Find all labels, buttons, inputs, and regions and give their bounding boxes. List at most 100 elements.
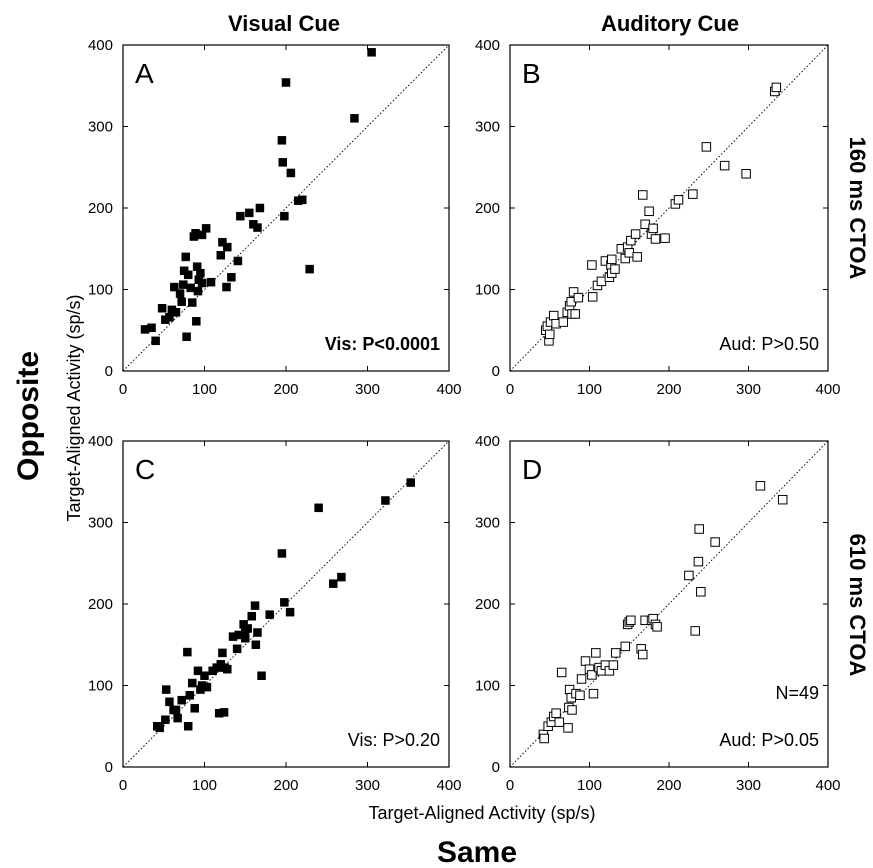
unity-line bbox=[509, 440, 829, 768]
y-tick-label: 400 bbox=[475, 37, 500, 54]
stat-annotation: Aud: P>0.05 bbox=[719, 730, 819, 750]
data-point bbox=[624, 248, 634, 258]
y-tick-label: 100 bbox=[475, 282, 500, 299]
data-point bbox=[223, 242, 232, 252]
data-point bbox=[233, 256, 243, 266]
y-tick-label: 0 bbox=[105, 363, 113, 380]
data-point bbox=[329, 579, 338, 588]
data-point bbox=[257, 671, 266, 680]
data-point bbox=[298, 195, 307, 205]
data-point bbox=[548, 310, 559, 321]
data-point bbox=[192, 317, 201, 326]
data-point bbox=[660, 233, 670, 243]
data-point bbox=[558, 317, 569, 327]
data-point bbox=[755, 481, 766, 491]
data-point bbox=[570, 309, 580, 319]
y-tick-label: 300 bbox=[88, 515, 113, 532]
data-point bbox=[626, 235, 636, 246]
y-tick-label: 200 bbox=[88, 200, 113, 217]
data-point bbox=[650, 234, 661, 244]
data-point bbox=[314, 503, 323, 513]
data-point bbox=[644, 206, 654, 217]
panel-C: 00 100 100 200 200 300 300 400 400 C Vis: P>0.20 bbox=[88, 433, 462, 794]
x-tick-label: 300 bbox=[736, 381, 761, 398]
data-point bbox=[280, 211, 289, 221]
y-tick-label: 0 bbox=[492, 759, 500, 776]
data-point bbox=[690, 626, 700, 636]
panel-A: 00 100 100 200 200 300 300 400 400 A Vis: P<0.0001 bbox=[88, 37, 462, 398]
data-point bbox=[253, 223, 262, 232]
data-point bbox=[638, 190, 648, 200]
panel-D: 00 100 100 200 200 300 300 400 400 D N=49 Aud: P>0.… bbox=[475, 433, 841, 794]
y-tick-label: 400 bbox=[475, 433, 500, 450]
data-point bbox=[286, 168, 296, 178]
data-point bbox=[607, 254, 617, 265]
stat-annotation: N=49 bbox=[775, 683, 819, 703]
y-tick-label: 400 bbox=[88, 37, 113, 54]
data-point bbox=[185, 691, 195, 700]
data-point bbox=[580, 656, 591, 666]
x-super-label: Same bbox=[437, 836, 517, 868]
data-point bbox=[587, 260, 597, 270]
x-tick-label: 300 bbox=[736, 777, 761, 794]
row-title-160: 160 ms CTOA bbox=[845, 137, 870, 280]
data-point bbox=[161, 715, 170, 724]
data-point bbox=[236, 211, 245, 221]
data-point bbox=[177, 297, 186, 306]
data-point bbox=[171, 308, 181, 317]
y-tick-label: 300 bbox=[88, 119, 113, 136]
data-point bbox=[626, 615, 636, 626]
y-tick-label: 0 bbox=[105, 759, 113, 776]
column-title-visual: Visual Cue bbox=[228, 11, 340, 36]
data-point bbox=[190, 704, 199, 713]
data-point bbox=[206, 277, 216, 287]
data-point bbox=[610, 264, 620, 274]
data-point bbox=[688, 189, 698, 199]
y-tick-label: 300 bbox=[475, 119, 500, 136]
data-point bbox=[648, 223, 658, 234]
unity-line bbox=[122, 44, 450, 372]
data-point bbox=[587, 292, 598, 302]
data-point bbox=[652, 622, 662, 632]
data-point bbox=[277, 549, 287, 558]
data-point bbox=[216, 251, 226, 260]
data-point bbox=[568, 287, 579, 297]
data-point bbox=[573, 292, 584, 303]
data-point bbox=[245, 208, 254, 218]
column-title-auditory: Auditory Cue bbox=[601, 11, 739, 36]
data-point bbox=[183, 647, 192, 657]
data-point bbox=[281, 78, 291, 87]
x-tick-label: 0 bbox=[506, 777, 514, 794]
data-point bbox=[305, 264, 314, 274]
data-point bbox=[556, 667, 567, 678]
x-tick-label: 400 bbox=[815, 381, 840, 398]
data-point bbox=[247, 611, 257, 621]
x-tick-label: 0 bbox=[119, 381, 127, 398]
data-point bbox=[183, 270, 193, 280]
data-point bbox=[563, 723, 573, 733]
x-axis-label: Target-Aligned Activity (sp/s) bbox=[368, 803, 595, 823]
y-tick-label: 200 bbox=[88, 596, 113, 613]
data-point bbox=[710, 537, 720, 547]
data-point bbox=[223, 664, 232, 674]
data-point bbox=[151, 336, 160, 346]
data-point bbox=[701, 142, 712, 152]
data-point bbox=[175, 289, 185, 298]
panel-letter: D bbox=[522, 454, 542, 485]
x-tick-label: 400 bbox=[436, 777, 461, 794]
data-point bbox=[196, 268, 205, 278]
data-point bbox=[253, 628, 262, 637]
data-point bbox=[277, 136, 287, 145]
data-point bbox=[554, 717, 565, 727]
data-point bbox=[576, 674, 587, 684]
data-point bbox=[181, 252, 191, 262]
data-point bbox=[186, 283, 195, 293]
data-point bbox=[170, 282, 179, 292]
data-point bbox=[719, 160, 730, 171]
x-tick-label: 100 bbox=[192, 381, 217, 398]
data-point bbox=[147, 323, 156, 333]
stat-annotation: Vis: P<0.0001 bbox=[325, 334, 440, 354]
data-point bbox=[188, 298, 197, 307]
data-point bbox=[406, 478, 415, 487]
